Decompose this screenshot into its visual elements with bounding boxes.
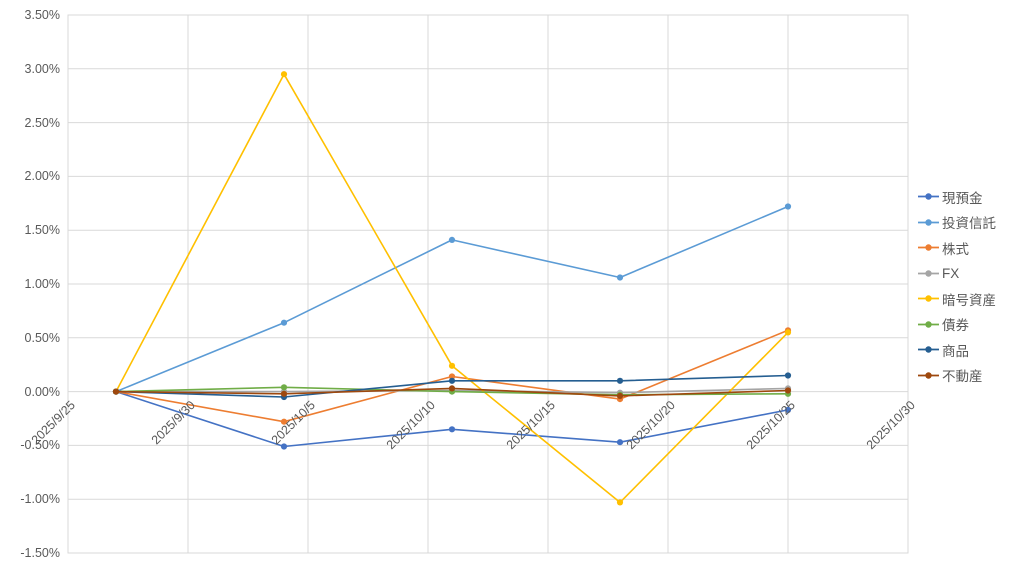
legend-marker-icon (918, 269, 939, 277)
plot-border (67, 14, 909, 554)
legend-label: 暗号資産 (942, 292, 996, 308)
y-tick-label: -1.00% (20, 492, 60, 507)
data-point-marker (784, 203, 792, 210)
legend-item-0: 現預金 (918, 187, 996, 206)
data-point-marker (784, 372, 792, 379)
legend-item-7: 不動産 (918, 366, 996, 385)
y-tick-label: -1.50% (20, 546, 60, 560)
data-point-marker (616, 377, 624, 384)
data-point-marker (448, 362, 456, 369)
y-tick-label: 2.00% (24, 169, 60, 184)
data-point-marker (280, 390, 288, 397)
data-point-marker (280, 319, 288, 326)
data-point-marker (280, 443, 288, 450)
data-point-marker (784, 329, 792, 336)
legend-item-6: 商品 (918, 340, 996, 359)
legend-label: FX (942, 265, 960, 281)
legend-item-1: 投資信託 (918, 213, 996, 232)
y-tick-label: 3.00% (24, 61, 60, 76)
legend-label: 株式 (942, 241, 969, 257)
legend-marker-icon (918, 295, 939, 302)
legend-marker-icon (918, 193, 939, 200)
data-point-marker (280, 71, 288, 78)
data-point-marker (616, 499, 624, 506)
data-point-marker (448, 385, 456, 392)
legend-marker-icon (918, 346, 939, 353)
data-point-marker (448, 373, 456, 380)
legend-item-4: 暗号資産 (918, 289, 996, 308)
data-point-marker (784, 406, 792, 413)
data-point-marker (280, 418, 288, 425)
legend-marker-icon (918, 244, 939, 251)
legend-label: 商品 (942, 343, 969, 359)
data-point-marker (448, 377, 456, 384)
legend-item-2: 株式 (918, 238, 996, 257)
data-point-marker (616, 439, 624, 446)
legend-marker-icon (918, 218, 939, 226)
data-point-marker (784, 387, 792, 394)
legend-label: 投資信託 (942, 216, 996, 231)
legend-marker-icon (918, 320, 939, 328)
y-tick-label: 0.00% (24, 384, 60, 399)
y-tick-label: 0.50% (24, 330, 60, 345)
legend: 現預金投資信託株式 FX 暗号資産債券商品不動産 (918, 187, 996, 385)
y-tick-label: 2.50% (24, 115, 60, 130)
legend-label: 現預金 (942, 190, 983, 206)
y-tick-label: -0.50% (20, 438, 60, 453)
y-tick-label: 1.00% (24, 277, 60, 291)
data-point-marker (280, 384, 288, 391)
data-point-marker (616, 274, 624, 281)
y-tick-label: 3.50% (24, 8, 60, 22)
data-point-marker (616, 392, 624, 399)
legend-item-3: FX (918, 264, 996, 283)
y-tick-label: 1.50% (24, 223, 60, 238)
data-point-marker (448, 236, 456, 243)
series-line-0 (115, 390, 789, 448)
legend-item-5: 債券 (918, 315, 996, 334)
legend-label: 不動産 (942, 369, 983, 384)
series-line-4 (115, 73, 789, 504)
legend-label: 債券 (942, 318, 969, 333)
legend-marker-icon (918, 371, 939, 379)
data-point-marker (448, 426, 456, 433)
data-point-marker (112, 388, 120, 395)
